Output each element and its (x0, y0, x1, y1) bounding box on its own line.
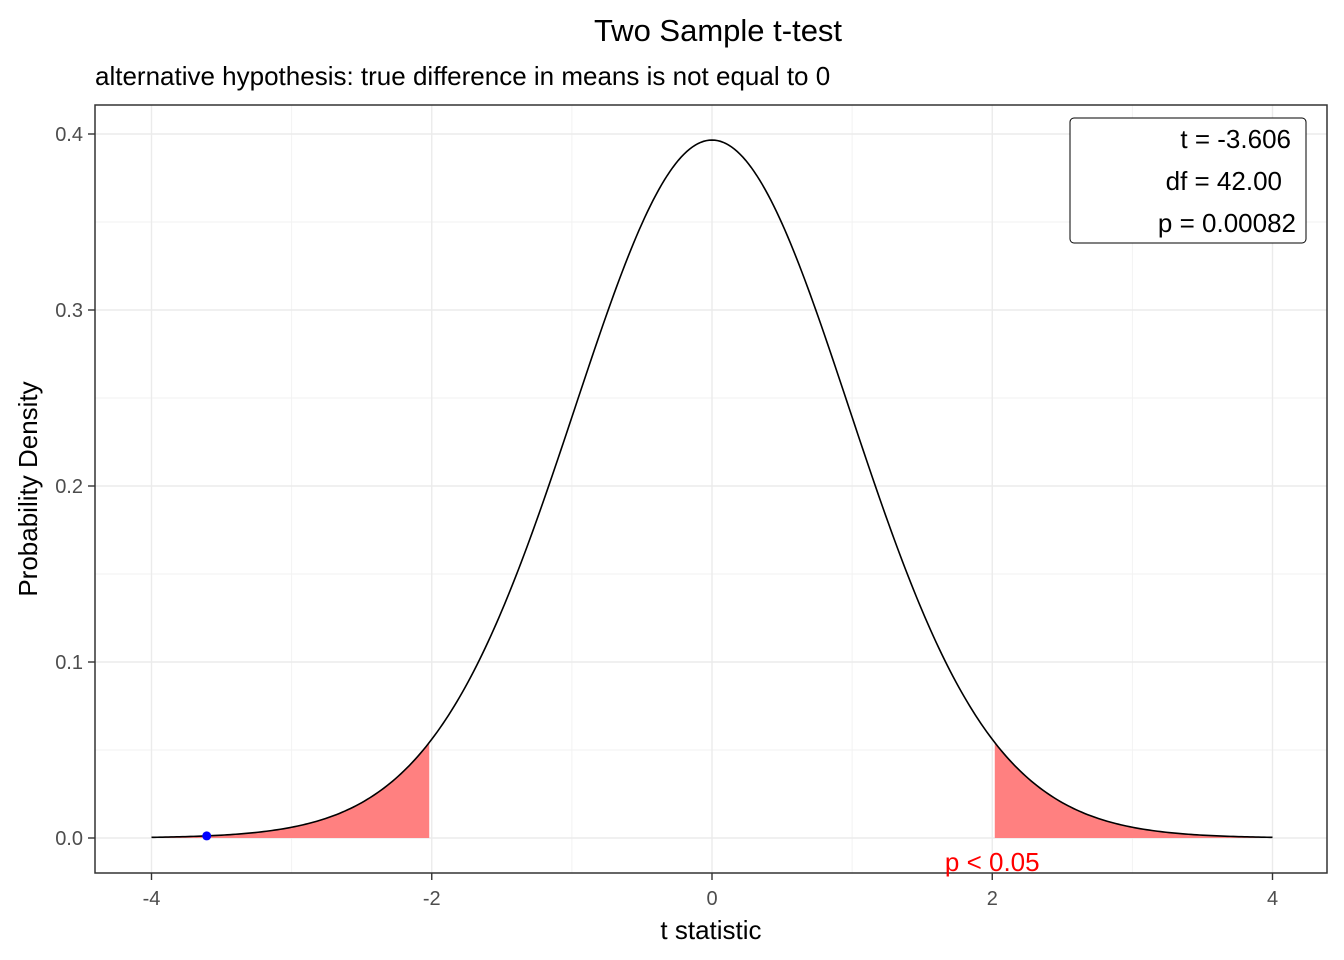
y-tick-label: 0.4 (55, 124, 83, 146)
x-axis-ticks: -4 -2 0 2 4 (143, 873, 1278, 910)
chart-subtitle: alternative hypothesis: true difference … (95, 61, 830, 91)
x-tick-label: 4 (1267, 888, 1278, 910)
stats-p-value: p = 0.00082 (1158, 208, 1296, 238)
y-axis-ticks: 0.0 0.1 0.2 0.3 0.4 (55, 124, 95, 850)
y-tick-label: 0.1 (55, 652, 83, 674)
density-curve (151, 139, 1273, 839)
observed-t-point (202, 831, 212, 841)
x-tick-label: -2 (423, 888, 441, 910)
y-tick-label: 0.3 (55, 300, 83, 322)
stats-df-value: df = 42.00 (1166, 166, 1282, 196)
y-axis-title: Probability Density (13, 381, 43, 596)
significance-annotation: p < 0.05 (945, 847, 1040, 877)
stats-t-value: t = -3.606 (1180, 124, 1291, 154)
chart-title: Two Sample t-test (594, 13, 842, 48)
x-axis-title: t statistic (660, 915, 761, 945)
y-tick-label: 0.0 (55, 828, 83, 850)
rejection-region-right (994, 742, 1273, 838)
y-tick-label: 0.2 (55, 476, 83, 498)
rejection-region-left (151, 742, 430, 838)
stats-box (1069, 117, 1307, 244)
x-tick-label: 0 (706, 888, 717, 910)
plot-panel-border (94, 104, 1328, 874)
x-tick-label: 2 (987, 888, 998, 910)
x-tick-label: -4 (143, 888, 161, 910)
